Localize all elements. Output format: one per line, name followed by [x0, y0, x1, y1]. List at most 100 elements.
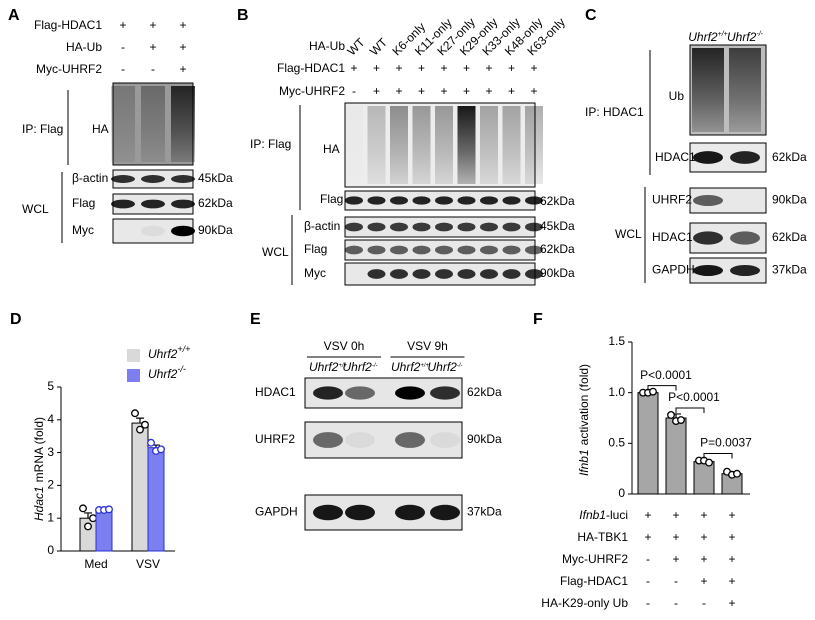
y-tick-label: 0.5: [608, 436, 625, 450]
band: [480, 196, 498, 205]
panel-label: A: [8, 7, 20, 24]
sign: +: [728, 530, 735, 544]
legend-swatch: [127, 349, 140, 362]
sign: +: [485, 84, 492, 98]
panel-label: E: [250, 311, 261, 328]
panel-label: B: [237, 7, 249, 24]
genotype: Uhrf2+/+: [309, 360, 348, 374]
smear: [111, 86, 135, 162]
condition-label: Myc-UHRF2: [562, 552, 628, 566]
genotype: Uhrf2+/+: [391, 360, 430, 374]
band: [171, 199, 195, 209]
size-label: 90kDa: [540, 266, 575, 280]
size-label: 45kDa: [198, 171, 233, 185]
size-label: 62kDa: [198, 196, 233, 210]
smear: [457, 106, 476, 184]
bar: [637, 392, 659, 495]
y-axis-label-text: activation (fold): [577, 364, 591, 445]
data-point: [131, 409, 139, 418]
blot-label: β-actin: [72, 171, 108, 185]
sign: +: [485, 61, 492, 75]
band: [730, 231, 760, 245]
sign: -: [674, 574, 678, 588]
band: [693, 195, 723, 206]
condition-name: -luci: [606, 508, 628, 522]
sign: -: [674, 596, 678, 610]
y-tick-label: 2: [47, 478, 54, 492]
gene: Uhrf2: [688, 30, 718, 44]
sign: +: [373, 61, 380, 75]
sign: -: [151, 62, 155, 76]
y-axis-label-gene: Hdac1: [32, 486, 46, 521]
gene: Uhrf2: [309, 360, 339, 374]
blot-label: UHRF2: [652, 193, 692, 207]
row-label: HA-Ub: [309, 39, 345, 53]
band: [435, 245, 453, 255]
sign: +: [700, 552, 707, 566]
y-tick-label: 1.5: [608, 334, 625, 348]
band: [480, 269, 498, 279]
ip-label: IP: Flag: [22, 122, 63, 136]
genotype-sup: -/-: [756, 31, 763, 38]
y-tick-label: 5: [47, 379, 54, 393]
band: [412, 269, 431, 279]
band: [457, 245, 476, 255]
band: [525, 269, 543, 279]
band: [395, 432, 425, 448]
x-tick-label: VSV: [136, 557, 160, 571]
sign: -: [352, 84, 356, 98]
band: [345, 196, 363, 205]
data-point: [147, 438, 155, 447]
band: [390, 269, 408, 279]
sign: +: [508, 84, 515, 98]
sign: +: [728, 574, 735, 588]
band: [390, 196, 408, 205]
genotype: Uhrf2+/+: [688, 30, 727, 44]
error-bar: [84, 512, 92, 519]
condition-name: HA-TBK1: [577, 530, 628, 544]
legend-gene: Uhrf2: [148, 347, 178, 361]
bar: [665, 417, 687, 495]
band: [693, 231, 723, 245]
band: [480, 245, 498, 255]
y-tick-label: 0: [47, 543, 54, 557]
band: [525, 222, 543, 232]
ip-label: IP: HDAC1: [585, 105, 644, 119]
condition-name: Flag-HDAC1: [560, 574, 628, 588]
row-label: Myc-UHRF2: [36, 62, 102, 76]
data-point: [157, 445, 165, 454]
sign: +: [179, 62, 186, 76]
y-axis-label-gene: Ifnb1: [577, 449, 591, 476]
p-value: P<0.0001: [640, 368, 692, 382]
band: [345, 222, 363, 232]
smear: [171, 86, 195, 162]
sign: +: [350, 61, 357, 75]
sign: -: [646, 552, 650, 566]
data-point: [733, 469, 741, 478]
band: [345, 386, 375, 400]
bar: [131, 422, 149, 552]
size-label: 62kDa: [467, 385, 502, 399]
y-axis-label-text: mRNA (fold): [32, 417, 46, 482]
sign: +: [463, 84, 470, 98]
condition-name: Myc-UHRF2: [562, 552, 628, 566]
blot-label: HDAC1: [255, 385, 296, 399]
row-label: HA-Ub: [66, 40, 102, 54]
panel-label: F: [533, 311, 543, 328]
sign: +: [508, 61, 515, 75]
sign: +: [728, 596, 735, 610]
sign: +: [644, 508, 651, 522]
band: [412, 196, 431, 205]
significance-bracket: [675, 407, 705, 413]
band: [457, 269, 476, 279]
band: [345, 504, 375, 521]
blot-label: β-actin: [304, 219, 340, 233]
legend-gene: Uhrf2: [148, 367, 178, 381]
legend-swatch: [127, 369, 140, 382]
y-tick-label: 1.0: [608, 385, 625, 399]
legend-label: Uhrf2-/-: [148, 364, 186, 381]
size-label: 62kDa: [540, 194, 575, 208]
data-point: [677, 416, 685, 424]
smear: [345, 106, 363, 184]
